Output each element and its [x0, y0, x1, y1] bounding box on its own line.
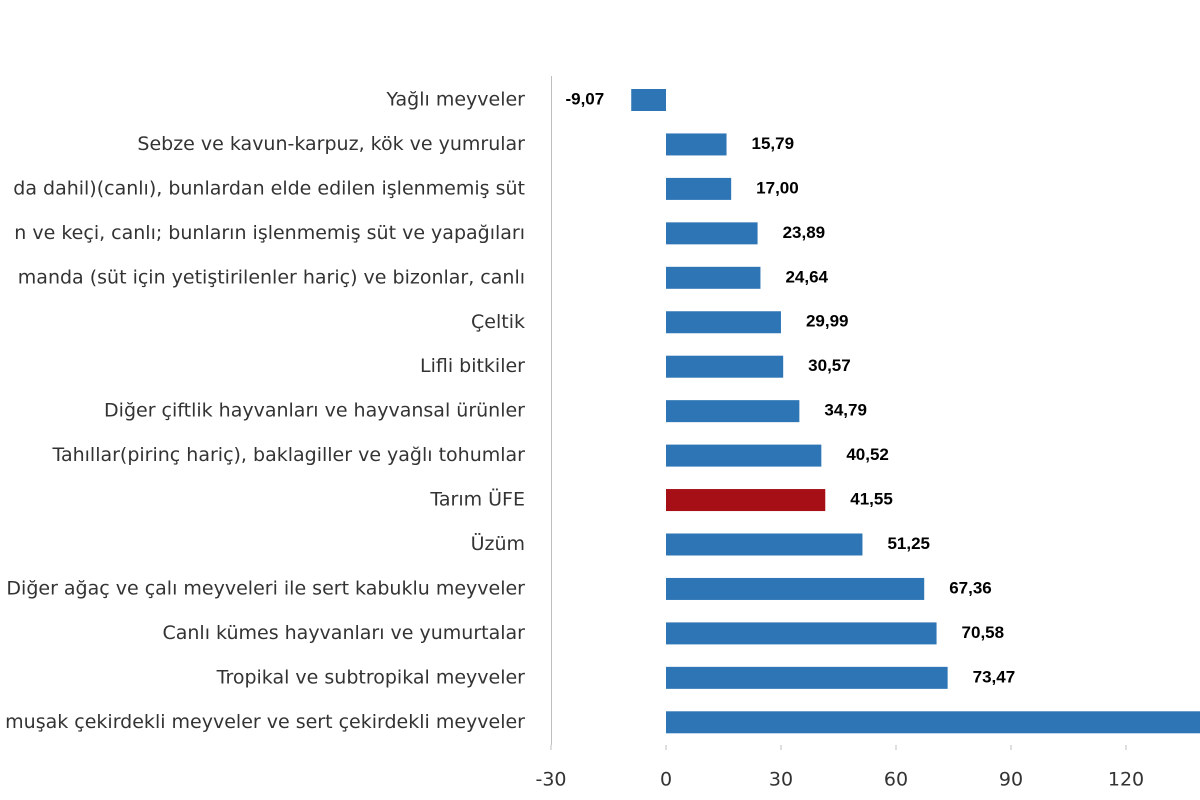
x-tick-label: -30 [535, 769, 566, 791]
x-tick-label: 30 [769, 769, 793, 791]
bar [666, 266, 761, 289]
bar [666, 489, 826, 512]
bar [666, 177, 732, 200]
bar [666, 444, 822, 467]
bar [666, 711, 1200, 734]
value-label: 41,55 [850, 490, 893, 509]
bar [666, 577, 925, 600]
category-label: Sebze ve kavun-karpuz, kök ve yumrular [137, 133, 525, 155]
bar [631, 89, 666, 111]
bar [666, 222, 758, 245]
x-tick-label: 0 [660, 769, 672, 791]
bar [666, 666, 948, 689]
category-label: Tropikal ve subtropikal meyveler [216, 666, 526, 688]
value-label: 17,00 [756, 178, 799, 197]
value-label: 29,99 [806, 312, 849, 331]
bar [666, 622, 937, 645]
value-label: 40,52 [846, 445, 889, 464]
value-label: 30,57 [808, 356, 851, 375]
value-label: 51,25 [887, 534, 930, 553]
category-label: Üzüm [471, 532, 525, 555]
value-label: 23,89 [783, 223, 826, 242]
category-label: Canlı kümes hayvanları ve yumurtalar [162, 622, 525, 644]
value-label: 70,58 [962, 623, 1005, 642]
value-label: -9,07 [565, 89, 604, 108]
bar [666, 400, 800, 423]
bar [666, 133, 727, 156]
value-label: 15,79 [752, 134, 795, 153]
value-label: 73,47 [973, 667, 1016, 686]
category-label: n ve keçi, canlı; bunların işlenmemiş sü… [14, 222, 525, 244]
category-label: Tarım ÜFE [429, 488, 525, 511]
category-label: Çeltik [471, 311, 525, 333]
category-label: Lifli bitkiler [420, 355, 525, 377]
value-label: 24,64 [785, 267, 828, 286]
bar [666, 355, 784, 378]
x-tick-label: 120 [1108, 769, 1144, 791]
category-label: manda (süt için yetiştirilenler hariç) v… [18, 266, 525, 288]
category-label: Diğer çiftlik hayvanları ve hayvansal ür… [104, 400, 525, 422]
category-label: Diğer ağaç ve çalı meyveleri ile sert ka… [6, 577, 525, 599]
category-label: da dahil)(canlı), bunlardan elde edilen … [13, 177, 525, 199]
bar [666, 311, 781, 334]
value-label: 34,79 [824, 401, 867, 420]
bar [666, 533, 863, 556]
value-label: 67,36 [949, 578, 992, 597]
x-tick-label: 90 [999, 769, 1023, 791]
category-label: Yağlı meyveler [386, 89, 526, 111]
category-label: Tahıllar(pirinç hariç), baklagiller ve y… [51, 444, 525, 466]
category-label: muşak çekirdekli meyveler ve sert çekird… [5, 711, 525, 733]
x-tick-label: 60 [884, 769, 908, 791]
